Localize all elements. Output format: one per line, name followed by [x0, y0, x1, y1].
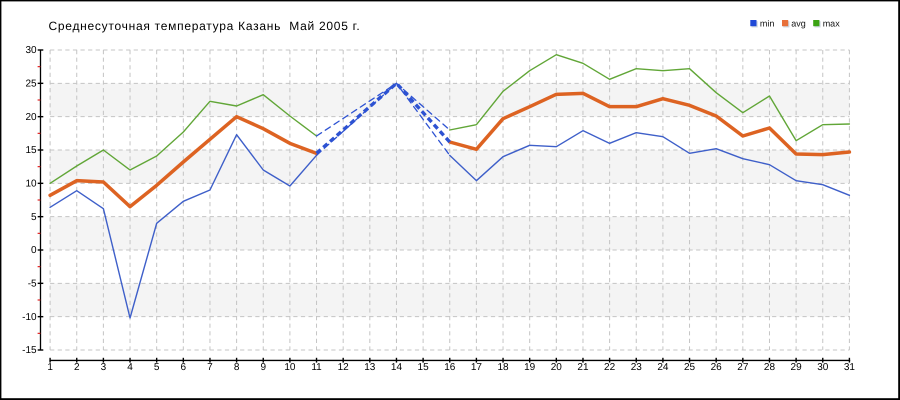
svg-text:-15: -15 — [22, 345, 37, 356]
svg-text:9: 9 — [260, 362, 266, 373]
svg-text:10: 10 — [25, 178, 37, 189]
svg-text:25: 25 — [684, 362, 696, 373]
svg-text:30: 30 — [25, 45, 37, 56]
svg-text:min: min — [760, 18, 775, 28]
svg-text:21: 21 — [577, 362, 589, 373]
svg-text:30: 30 — [817, 362, 829, 373]
svg-text:27: 27 — [737, 362, 749, 373]
svg-text:max: max — [823, 18, 841, 28]
svg-text:4: 4 — [127, 362, 133, 373]
svg-text:7: 7 — [207, 362, 213, 373]
svg-text:25: 25 — [25, 78, 37, 89]
svg-text:20: 20 — [551, 362, 563, 373]
svg-text:5: 5 — [31, 212, 37, 223]
svg-text:18: 18 — [497, 362, 509, 373]
svg-text:19: 19 — [524, 362, 536, 373]
svg-text:-10: -10 — [22, 312, 37, 323]
svg-text:avg: avg — [791, 18, 806, 28]
svg-text:5: 5 — [154, 362, 160, 373]
svg-text:8: 8 — [234, 362, 240, 373]
svg-text:3: 3 — [101, 362, 107, 373]
svg-text:10: 10 — [284, 362, 296, 373]
svg-text:2: 2 — [74, 362, 80, 373]
svg-text:29: 29 — [791, 362, 803, 373]
svg-text:6: 6 — [181, 362, 187, 373]
svg-text:13: 13 — [364, 362, 376, 373]
svg-text:17: 17 — [471, 362, 483, 373]
svg-text:15: 15 — [25, 145, 37, 156]
svg-text:26: 26 — [711, 362, 723, 373]
svg-text:14: 14 — [391, 362, 403, 373]
svg-text:12: 12 — [338, 362, 350, 373]
svg-text:0: 0 — [31, 245, 37, 256]
svg-text:22: 22 — [604, 362, 616, 373]
svg-text:-5: -5 — [28, 278, 37, 289]
svg-text:24: 24 — [657, 362, 669, 373]
svg-text:31: 31 — [844, 362, 856, 373]
svg-text:11: 11 — [311, 362, 322, 373]
svg-text:Среднесуточная температура Каз: Среднесуточная температура Казань Май 20… — [49, 19, 361, 33]
svg-text:20: 20 — [25, 112, 37, 123]
svg-text:23: 23 — [631, 362, 643, 373]
svg-text:1: 1 — [47, 362, 53, 373]
svg-text:16: 16 — [444, 362, 456, 373]
svg-text:28: 28 — [764, 362, 776, 373]
svg-text:15: 15 — [418, 362, 430, 373]
